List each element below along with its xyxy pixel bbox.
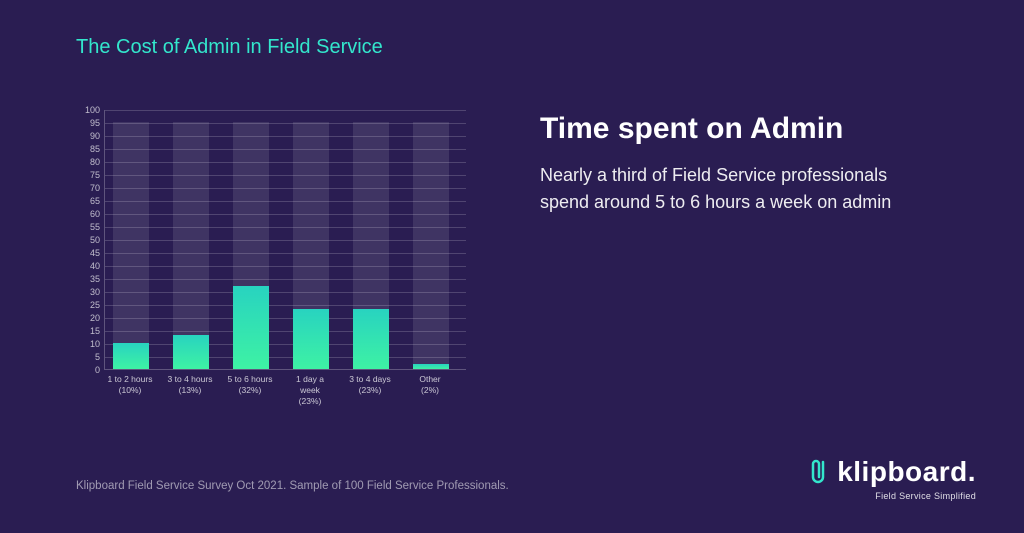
y-tick-label: 85 <box>76 144 100 154</box>
grid-line <box>105 110 466 111</box>
y-tick-label: 25 <box>76 300 100 310</box>
x-tick-label: Other(2%) <box>400 374 460 396</box>
grid-line <box>105 305 466 306</box>
grid-line <box>105 253 466 254</box>
y-tick-label: 60 <box>76 209 100 219</box>
brand-logo: klipboard. Field Service Simplified <box>809 455 976 501</box>
data-bar <box>233 286 269 369</box>
headline: Time spent on Admin <box>540 112 843 146</box>
grid-line <box>105 318 466 319</box>
chart-plot <box>104 110 466 370</box>
x-tick-label: 3 to 4 days(23%) <box>340 374 400 396</box>
data-bar <box>113 343 149 369</box>
y-tick-label: 90 <box>76 131 100 141</box>
y-tick-label: 20 <box>76 313 100 323</box>
ghost-bar <box>113 122 149 369</box>
grid-line <box>105 162 466 163</box>
page-title: The Cost of Admin in Field Service <box>76 36 383 59</box>
y-tick-label: 5 <box>76 352 100 362</box>
grid-line <box>105 214 466 215</box>
y-tick-label: 35 <box>76 274 100 284</box>
ghost-bar <box>173 122 209 369</box>
y-tick-label: 70 <box>76 183 100 193</box>
y-tick-label: 40 <box>76 261 100 271</box>
grid-line <box>105 292 466 293</box>
grid-line <box>105 149 466 150</box>
grid-line <box>105 279 466 280</box>
grid-line <box>105 357 466 358</box>
grid-line <box>105 344 466 345</box>
x-tick-label: 5 to 6 hours(32%) <box>220 374 280 396</box>
paperclip-icon <box>809 455 829 489</box>
grid-line <box>105 188 466 189</box>
y-tick-label: 80 <box>76 157 100 167</box>
y-tick-label: 55 <box>76 222 100 232</box>
y-tick-label: 75 <box>76 170 100 180</box>
y-tick-label: 0 <box>76 365 100 375</box>
grid-line <box>105 175 466 176</box>
footnote: Klipboard Field Service Survey Oct 2021.… <box>76 480 509 492</box>
subheadline: Nearly a third of Field Service professi… <box>540 162 920 216</box>
x-tick-label: 3 to 4 hours(13%) <box>160 374 220 396</box>
data-bar <box>353 309 389 369</box>
ghost-bar <box>413 122 449 369</box>
logo-wordmark: klipboard. <box>837 456 976 488</box>
grid-line <box>105 227 466 228</box>
grid-line <box>105 136 466 137</box>
grid-line <box>105 240 466 241</box>
y-tick-label: 95 <box>76 118 100 128</box>
grid-line <box>105 331 466 332</box>
y-tick-label: 15 <box>76 326 100 336</box>
grid-line <box>105 123 466 124</box>
y-tick-label: 65 <box>76 196 100 206</box>
data-bar <box>173 335 209 369</box>
logo-tagline: Field Service Simplified <box>809 491 976 501</box>
y-tick-label: 50 <box>76 235 100 245</box>
grid-line <box>105 266 466 267</box>
y-tick-label: 30 <box>76 287 100 297</box>
grid-line <box>105 201 466 202</box>
x-tick-label: 1 to 2 hours(10%) <box>100 374 160 396</box>
y-tick-label: 10 <box>76 339 100 349</box>
data-bar <box>413 364 449 369</box>
y-tick-label: 45 <box>76 248 100 258</box>
data-bar <box>293 309 329 369</box>
x-tick-label: 1 day aweek(23%) <box>280 374 340 407</box>
bar-chart: 0510152025303540455055606570758085909510… <box>76 110 466 410</box>
y-tick-label: 100 <box>76 105 100 115</box>
